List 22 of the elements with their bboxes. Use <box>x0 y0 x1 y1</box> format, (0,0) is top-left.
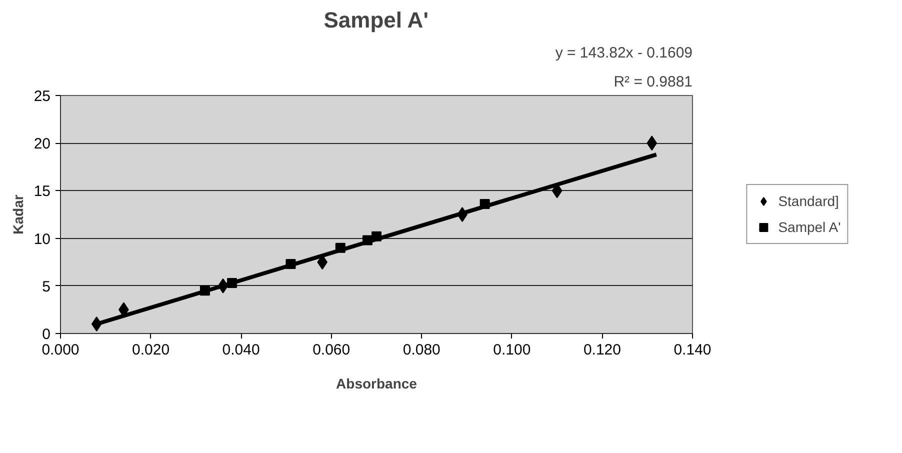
x-axis-title: Absorbance <box>336 376 418 392</box>
legend-label: Sampel A' <box>778 219 841 235</box>
y-axis-title: Kadar <box>10 194 26 234</box>
y-tick-label: 0 <box>42 326 50 343</box>
x-tick-label: 0.020 <box>132 342 170 358</box>
x-tick-label: 0.100 <box>493 342 531 358</box>
x-tick-label: 0.060 <box>312 342 350 358</box>
x-tick-label: 0.000 <box>42 342 80 358</box>
text: y = 143.82x - 0.1609 <box>555 44 693 62</box>
text: R² = 0.9881 <box>614 74 693 90</box>
x-tick-label: 0.040 <box>222 342 260 358</box>
y-tick-label: 5 <box>42 278 50 296</box>
x-tick-label: 0.140 <box>674 342 712 358</box>
point <box>646 136 658 151</box>
y-tick-label: 25 <box>34 88 51 105</box>
chart-title: Sampel A' <box>324 8 428 32</box>
y-tick-label: 10 <box>34 230 51 248</box>
legend-label: Standard] <box>778 193 839 209</box>
y-tick-label: 20 <box>34 136 51 153</box>
x-tick-label: 0.080 <box>402 342 440 358</box>
y-tick-label: 15 <box>34 183 51 200</box>
x-tick-label: 0.120 <box>583 342 621 358</box>
